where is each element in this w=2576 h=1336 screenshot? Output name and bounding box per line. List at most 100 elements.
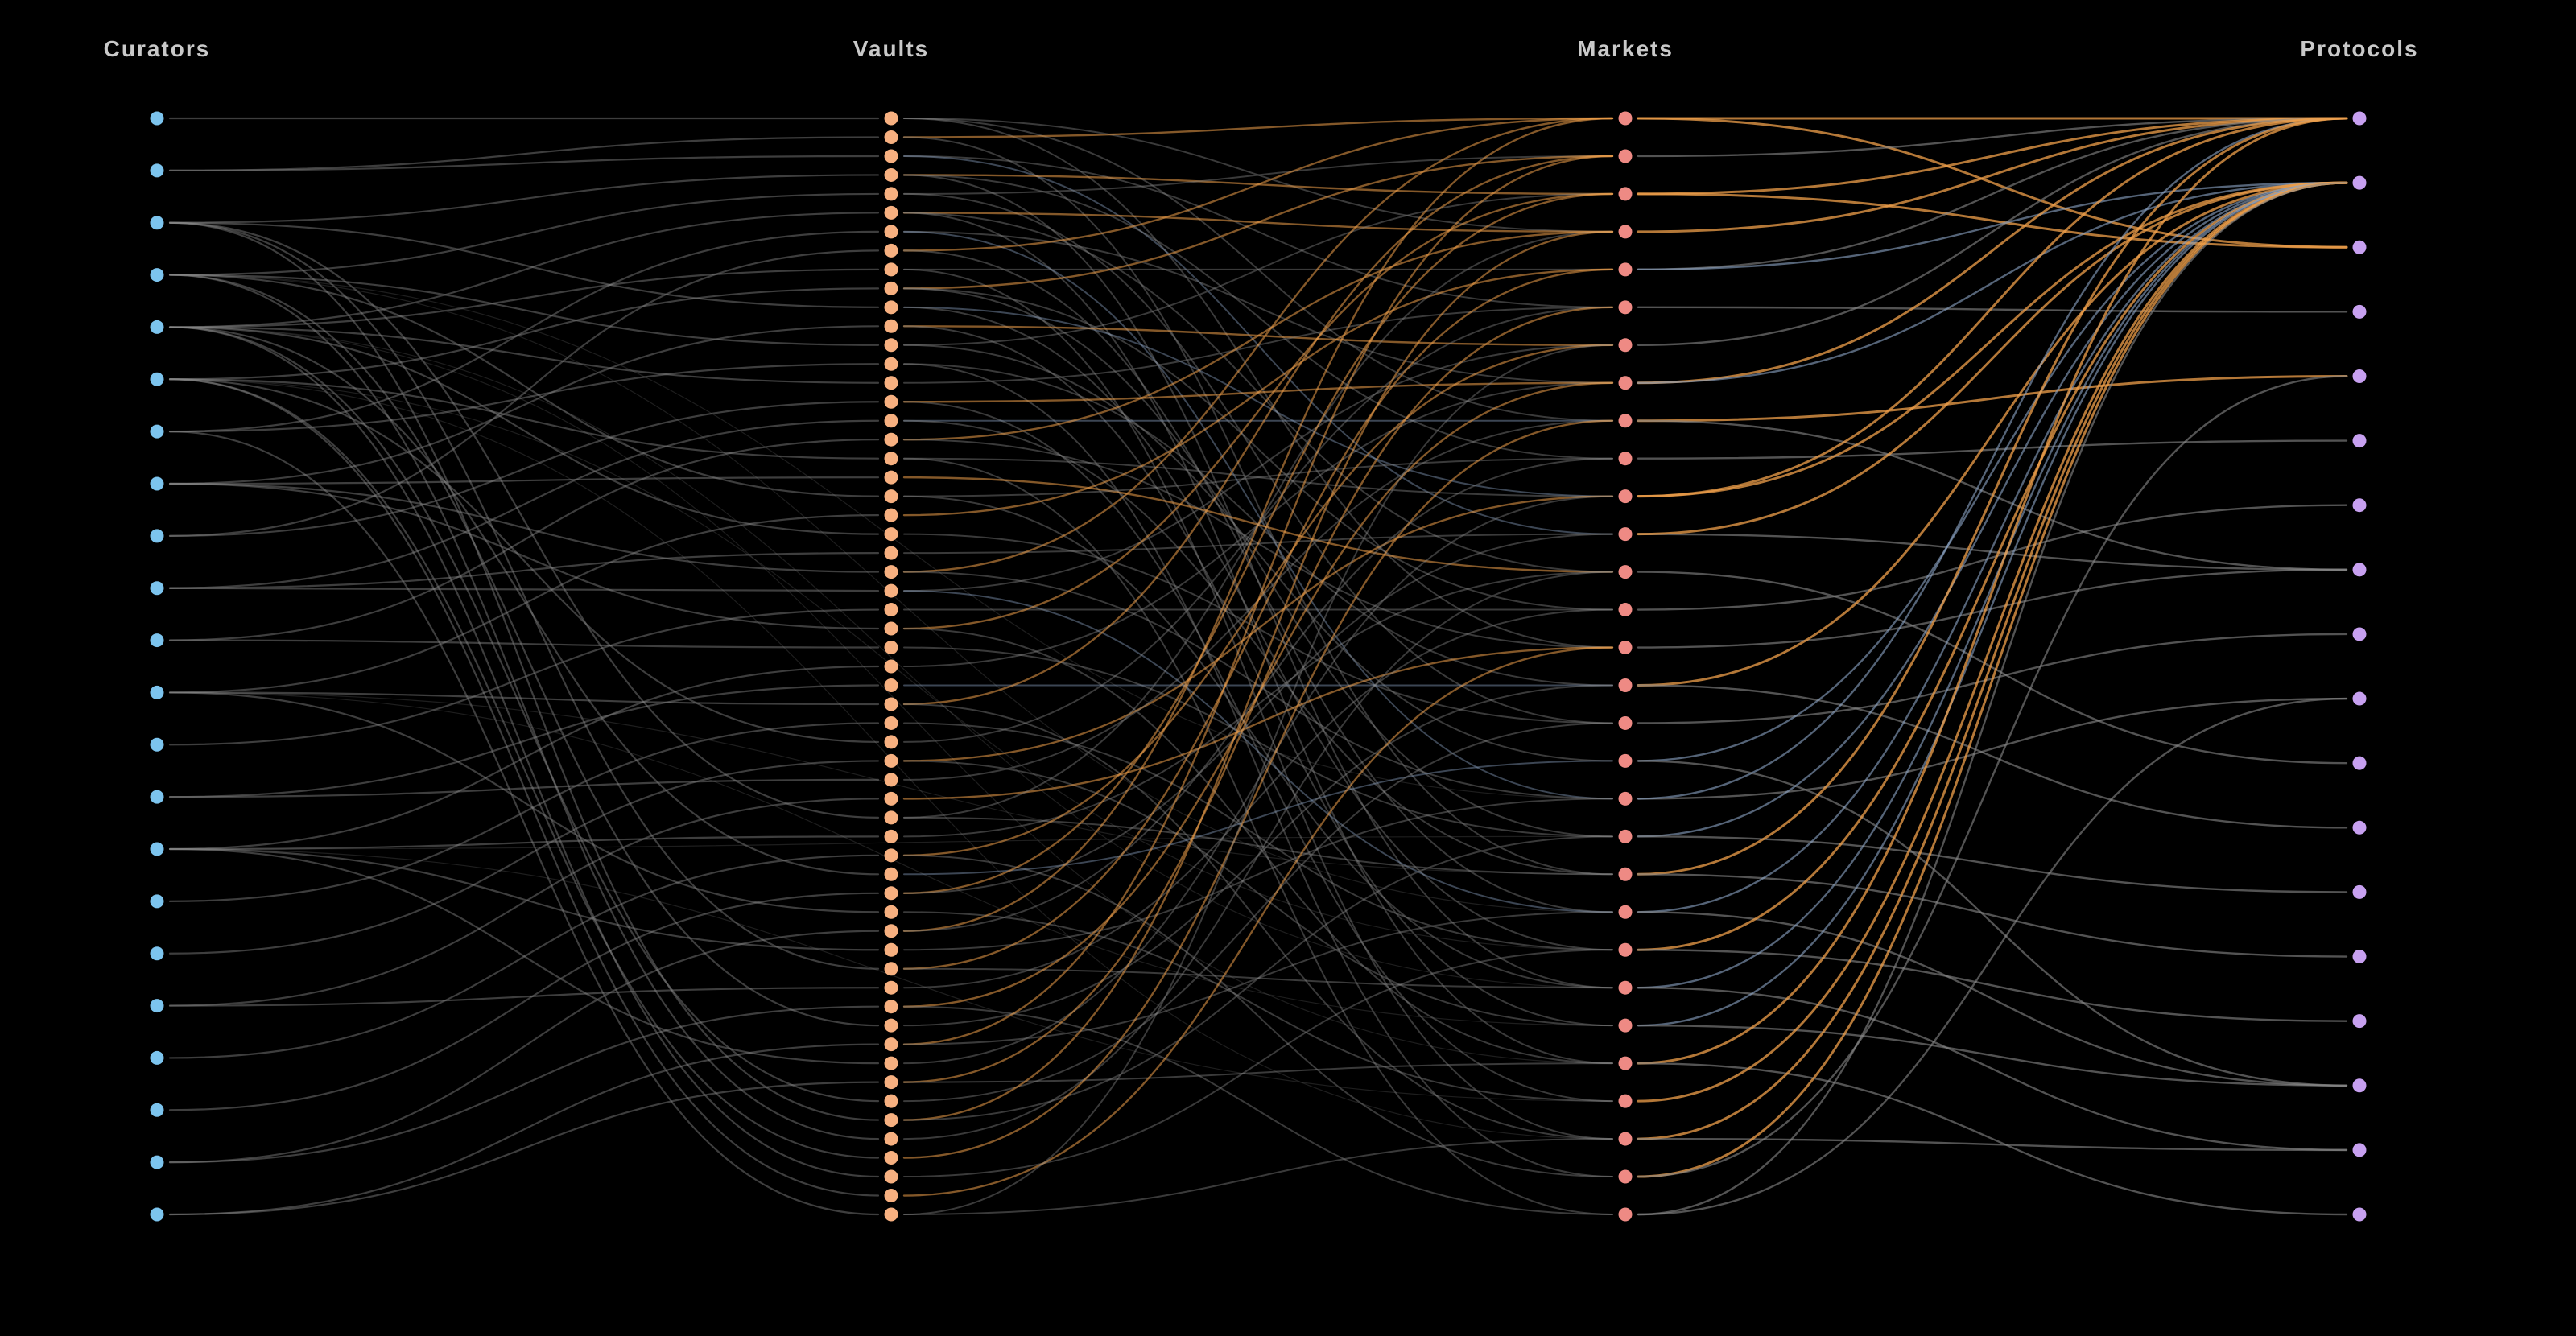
protocol-node[interactable] [2352, 884, 2367, 899]
curator-node[interactable] [150, 894, 164, 909]
curator-node[interactable] [150, 737, 164, 752]
vault-node[interactable] [884, 697, 898, 711]
vault-node[interactable] [884, 489, 898, 504]
curator-node[interactable] [150, 372, 164, 386]
vault-node[interactable] [884, 300, 898, 315]
market-node[interactable] [1618, 1207, 1633, 1222]
curator-node[interactable] [150, 999, 164, 1013]
curator-node[interactable] [150, 790, 164, 804]
vault-node[interactable] [884, 641, 898, 655]
market-node[interactable] [1618, 1018, 1633, 1033]
protocol-node[interactable] [2352, 304, 2367, 319]
protocol-node[interactable] [2352, 434, 2367, 448]
market-node[interactable] [1618, 942, 1633, 957]
vault-node[interactable] [884, 1169, 898, 1184]
vault-node[interactable] [884, 149, 898, 163]
vault-node[interactable] [884, 1132, 898, 1146]
vault-node[interactable] [884, 338, 898, 353]
protocol-node[interactable] [2352, 1143, 2367, 1157]
protocol-node[interactable] [2352, 111, 2367, 126]
market-node[interactable] [1618, 452, 1633, 466]
market-node[interactable] [1618, 376, 1633, 390]
curator-node[interactable] [150, 1207, 164, 1222]
market-node[interactable] [1618, 603, 1633, 617]
vault-node[interactable] [884, 281, 898, 295]
vault-node[interactable] [884, 1094, 898, 1108]
vault-node[interactable] [884, 565, 898, 579]
vault-node[interactable] [884, 1056, 898, 1070]
vault-node[interactable] [884, 1037, 898, 1052]
curator-node[interactable] [150, 216, 164, 230]
vault-node[interactable] [884, 225, 898, 239]
market-node[interactable] [1618, 791, 1633, 806]
market-node[interactable] [1618, 225, 1633, 239]
vault-node[interactable] [884, 1189, 898, 1203]
market-node[interactable] [1618, 111, 1633, 126]
market-node[interactable] [1618, 527, 1633, 542]
curator-node[interactable] [150, 685, 164, 699]
vault-node[interactable] [884, 1207, 898, 1222]
vault-node[interactable] [884, 414, 898, 428]
protocol-node[interactable] [2352, 950, 2367, 964]
vault-node[interactable] [884, 432, 898, 447]
vault-node[interactable] [884, 470, 898, 485]
market-node[interactable] [1618, 1094, 1633, 1108]
vault-node[interactable] [884, 715, 898, 730]
vault-node[interactable] [884, 678, 898, 692]
vault-node[interactable] [884, 1018, 898, 1033]
market-node[interactable] [1618, 338, 1633, 353]
vault-node[interactable] [884, 603, 898, 617]
vault-node[interactable] [884, 243, 898, 258]
market-node[interactable] [1618, 715, 1633, 730]
curator-node[interactable] [150, 1155, 164, 1169]
vault-node[interactable] [884, 357, 898, 371]
vault-node[interactable] [884, 735, 898, 749]
market-node[interactable] [1618, 753, 1633, 768]
protocol-node[interactable] [2352, 627, 2367, 641]
protocol-node[interactable] [2352, 1014, 2367, 1029]
protocol-node[interactable] [2352, 175, 2367, 190]
vault-node[interactable] [884, 187, 898, 201]
vault-node[interactable] [884, 848, 898, 863]
curator-node[interactable] [150, 476, 164, 491]
market-node[interactable] [1618, 414, 1633, 428]
protocol-node[interactable] [2352, 563, 2367, 577]
market-node[interactable] [1618, 262, 1633, 277]
vault-node[interactable] [884, 962, 898, 976]
protocol-node[interactable] [2352, 1207, 2367, 1222]
curator-node[interactable] [150, 320, 164, 334]
vault-node[interactable] [884, 527, 898, 542]
vault-node[interactable] [884, 130, 898, 144]
market-node[interactable] [1618, 1132, 1633, 1146]
curator-node[interactable] [150, 842, 164, 856]
vault-node[interactable] [884, 905, 898, 919]
protocol-node[interactable] [2352, 1078, 2367, 1093]
vault-node[interactable] [884, 583, 898, 598]
vault-node[interactable] [884, 262, 898, 277]
protocol-node[interactable] [2352, 820, 2367, 835]
vault-node[interactable] [884, 452, 898, 466]
market-node[interactable] [1618, 678, 1633, 692]
curator-node[interactable] [150, 946, 164, 961]
market-node[interactable] [1618, 1169, 1633, 1184]
market-node[interactable] [1618, 1056, 1633, 1070]
vault-node[interactable] [884, 167, 898, 182]
protocol-node[interactable] [2352, 240, 2367, 254]
curator-node[interactable] [150, 633, 164, 648]
vault-node[interactable] [884, 886, 898, 901]
vault-node[interactable] [884, 924, 898, 938]
vault-node[interactable] [884, 867, 898, 881]
vault-node[interactable] [884, 942, 898, 957]
protocol-node[interactable] [2352, 691, 2367, 706]
vault-node[interactable] [884, 376, 898, 390]
market-node[interactable] [1618, 980, 1633, 995]
protocol-node[interactable] [2352, 756, 2367, 770]
vault-node[interactable] [884, 1075, 898, 1090]
vault-node[interactable] [884, 621, 898, 636]
vault-node[interactable] [884, 1000, 898, 1014]
vault-node[interactable] [884, 394, 898, 409]
market-node[interactable] [1618, 641, 1633, 655]
curator-node[interactable] [150, 1103, 164, 1117]
vault-node[interactable] [884, 1113, 898, 1128]
curator-node[interactable] [150, 163, 164, 178]
